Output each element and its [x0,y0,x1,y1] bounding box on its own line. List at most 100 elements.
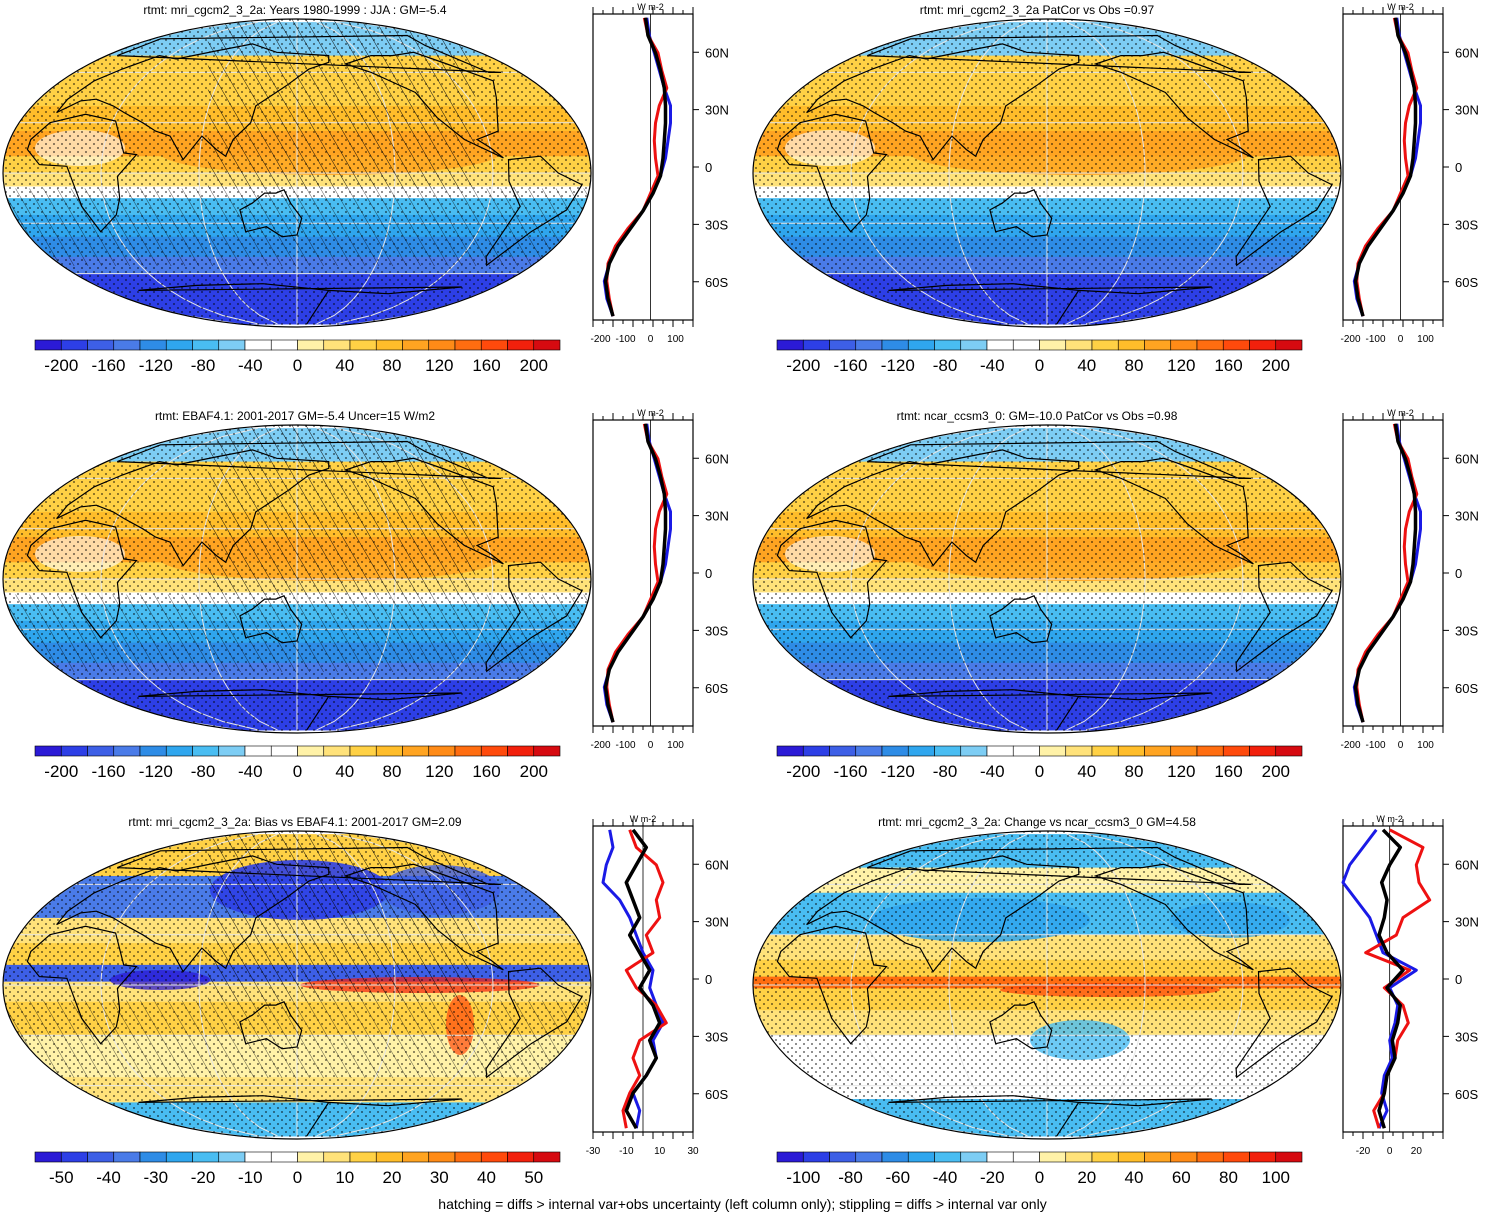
x-tick-label: -200 [1340,740,1360,751]
colorbar-box [533,1151,561,1163]
map-border [2,18,592,328]
zonal-series-blue [1341,828,1418,1129]
colorbar-tick-label: 0 [293,762,302,781]
x-tick-label: 100 [1417,740,1434,751]
world-map [2,424,592,734]
zonal-series-black [1353,423,1418,723]
colorbar-tick-label: -160 [91,356,125,375]
coastline-africa [776,519,888,639]
footer-caption: hatching = diffs > internal var+obs unce… [438,1196,1047,1212]
coastline-antarctica [138,689,462,731]
colorbar-tick-label: 50 [524,1168,543,1187]
colorbar-box [1091,745,1119,757]
colorbar-box [881,339,909,351]
x-tick-label: 100 [667,740,684,751]
stippling [753,425,1341,733]
world-map [2,830,592,1140]
colorbar-tick-label: -40 [980,356,1005,375]
colorbar-box [986,1151,1014,1163]
x-tick-label: -20 [1356,1146,1371,1157]
panel-mri-mean: rtmt: mri_cgcm2_3_2a: Years 1980-1999 : … [0,0,742,405]
x-tick-label: 0 [1387,1146,1393,1157]
colorbar-box [1117,1151,1145,1163]
colorbar-box [165,745,193,757]
colorbar-tick-label: -50 [49,1168,74,1187]
colorbar-tick-label: -200 [44,762,78,781]
panel-title: rtmt: ncar_ccsm3_0: GM=-10.0 PatCor vs O… [896,409,1178,423]
colorbar-box [323,745,351,757]
colorbar-tick-label: 120 [425,356,453,375]
hatching [3,594,591,672]
latitude-label: 30S [1455,1029,1478,1044]
latitude-label: 60S [1455,275,1478,290]
colorbar-box [1117,745,1145,757]
colorbar-box [934,745,962,757]
colorbar-tick-label: -80 [933,356,958,375]
colorbar-tick-label: 80 [1219,1168,1238,1187]
coastline-namerica [343,863,504,971]
map-border [752,424,1342,734]
colorbar-box [1170,745,1198,757]
colorbar-tick-label: -120 [881,762,915,781]
latitude-label: 0 [1455,566,1462,581]
colorbar-box [1039,745,1067,757]
colorbar-box [87,1151,115,1163]
colorbar-tick-label: 200 [520,762,548,781]
colorbar-box [960,745,988,757]
colorbar-box [244,1151,272,1163]
colorbar-box [60,1151,88,1163]
colorbar-tick-label: 0 [293,356,302,375]
colorbar-box [855,339,883,351]
colorbar-tick-label: 120 [1167,762,1195,781]
stippling [753,831,1341,1139]
x-tick-label: 0 [1398,334,1404,345]
colorbar-tick-label: -120 [139,356,173,375]
colorbar-tick-label: 20 [383,1168,402,1187]
colorbar-box [402,745,430,757]
coastline-antarctica [888,1095,1212,1137]
colorbar-box [1249,1151,1277,1163]
colorbar-box [323,339,351,351]
coastline-australia [989,189,1053,238]
colorbar: -100 -80 -60 -40 -20 0 20 40 60 80 100 [776,1151,1303,1187]
zonal-mean-plot: 60N 30N 0 30S 60S W m-2 -200 -100 0 100 [1340,2,1478,345]
colorbar-box [165,1151,193,1163]
latitude-label: 30N [705,103,729,118]
colorbar-tick-label: 40 [477,1168,496,1187]
colorbar-box [244,745,272,757]
colorbar-box [402,339,430,351]
coastline-namerica [1093,457,1254,565]
colorbar-tick-label: 160 [472,762,500,781]
colorbar-box [192,339,220,351]
zonal-mean-plot: 60N 30N 0 30S 60S W m-2 -200 -100 0 100 [590,2,729,345]
colorbar-tick-label: -40 [933,1168,958,1187]
colorbar-tick-label: -200 [786,762,820,781]
map-field [753,831,1341,1139]
colorbar-tick-label: -160 [91,762,125,781]
colorbar-box [349,1151,377,1163]
coastline-australia [989,1001,1053,1050]
colorbar-tick-label: -60 [886,1168,911,1187]
x-tick-label: -200 [590,740,610,751]
colorbar-tick-label: 200 [520,356,548,375]
colorbar-box [454,339,482,351]
coastline-greenland [117,34,502,73]
colorbar-tick-label: 80 [1125,762,1144,781]
colorbar-box [60,745,88,757]
colorbar-box [1144,1151,1172,1163]
colorbar-box [507,339,535,351]
colorbar-box [1249,339,1277,351]
colorbar-box [1012,339,1040,351]
x-tick-label: 100 [667,334,684,345]
colorbar-tick-label: 80 [1125,356,1144,375]
latitude-label: 60N [705,45,729,60]
colorbar-box [802,339,830,351]
colorbar-box [881,1151,909,1163]
latitude-label: 0 [705,566,712,581]
colorbar-box [375,339,403,351]
unit-label: W m-2 [1387,408,1414,418]
colorbar-tick-label: 160 [1214,356,1242,375]
colorbar-tick-label: -160 [833,762,867,781]
world-map [752,18,1342,328]
colorbar-tick-label: -160 [833,356,867,375]
